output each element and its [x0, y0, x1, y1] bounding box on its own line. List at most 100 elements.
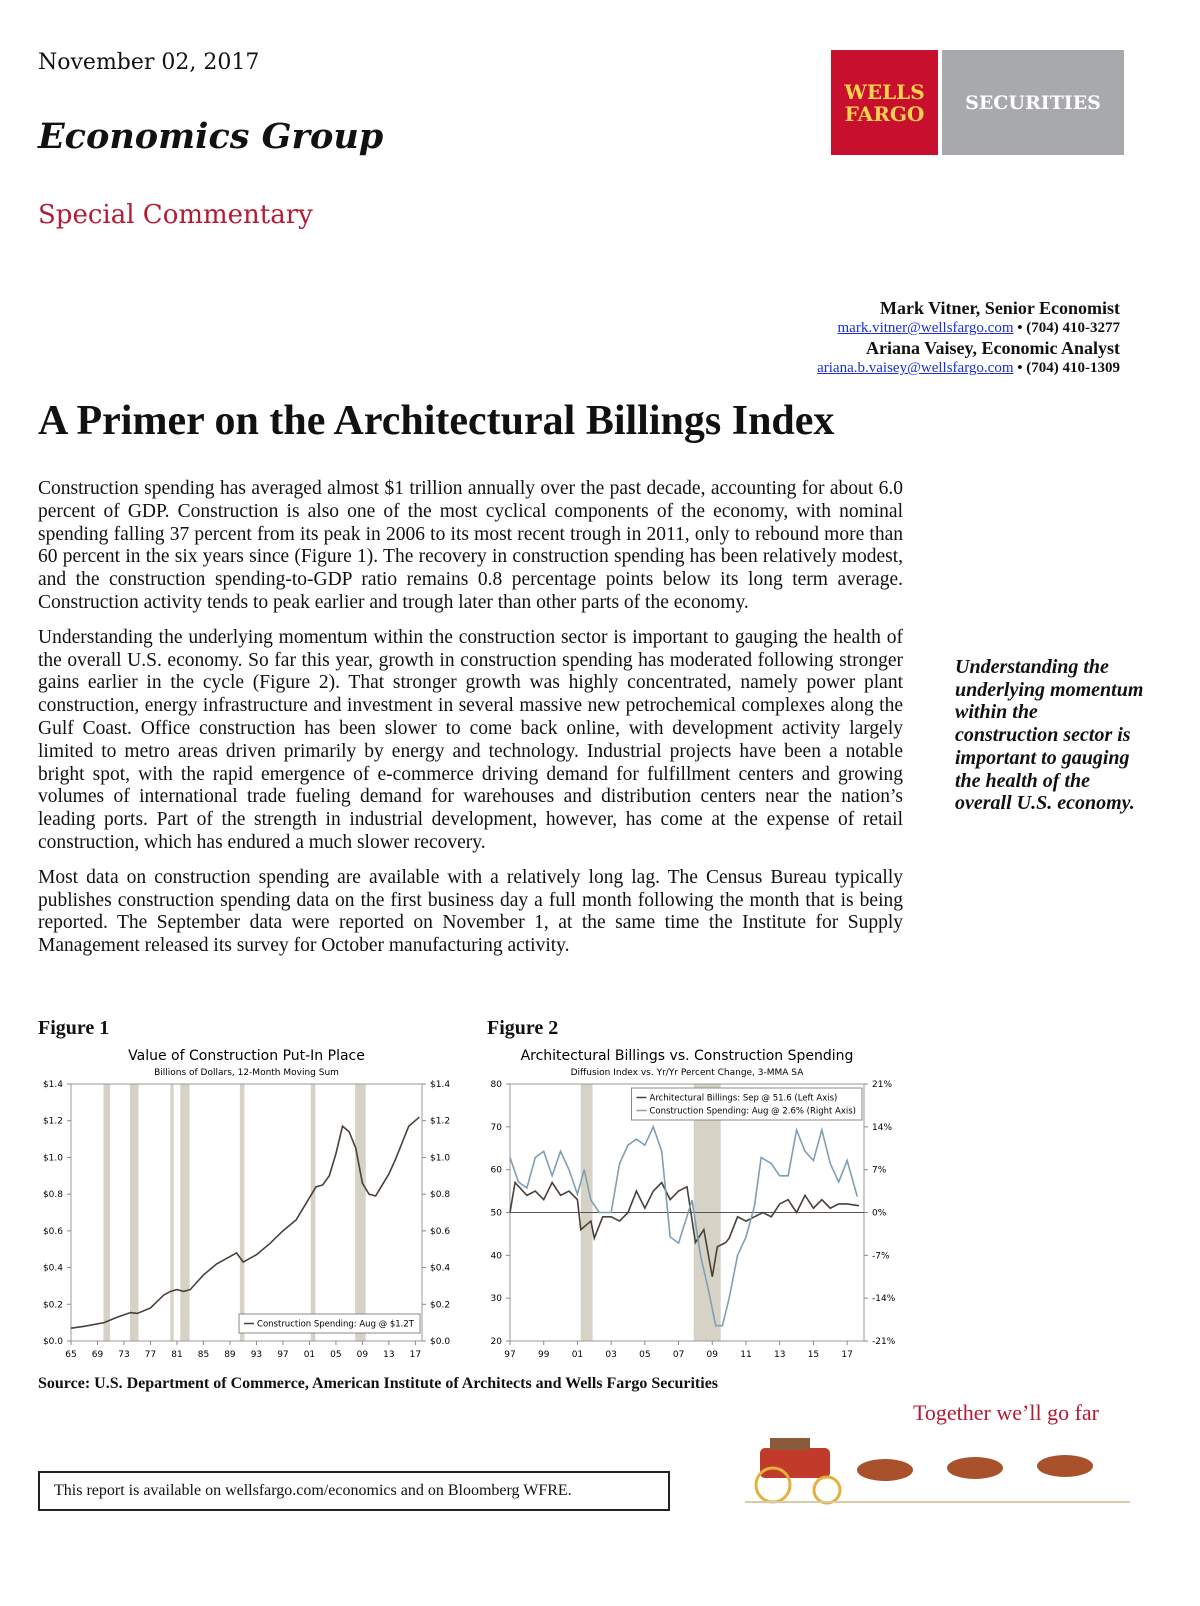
figure-2-label: Figure 2 — [487, 1017, 559, 1039]
wells-fargo-logo-box: WELLS FARGO — [831, 50, 938, 155]
tagline: Together we’ll go far — [913, 1400, 1099, 1425]
y2-tick-label: -7% — [872, 1251, 890, 1261]
legend-entry: Architectural Billings: Sep @ 51.6 (Left… — [650, 1094, 838, 1104]
report-date: November 02, 2017 — [38, 50, 260, 75]
x-tick-label: 13 — [383, 1350, 394, 1360]
author-email-link[interactable]: mark.vitner@wellsfargo.com — [837, 320, 1014, 336]
x-tick-label: 09 — [357, 1350, 369, 1360]
figure-2-chart: Architectural Billings vs. Construction … — [491, 1048, 896, 1360]
x-tick-label: 73 — [118, 1350, 129, 1360]
recession-bar — [129, 1084, 139, 1341]
y2-tick-label: -21% — [872, 1337, 896, 1347]
y2-tick-label: 14% — [872, 1123, 892, 1133]
y-tick-label: $0.8 — [43, 1190, 63, 1200]
series-line — [509, 1124, 859, 1327]
report-type: Special Commentary — [38, 200, 313, 230]
figure-1-chart: Value of Construction Put-In Place Billio… — [43, 1048, 450, 1360]
series-line — [509, 1180, 860, 1277]
legend-entry: Construction Spending: Aug @ 2.6% (Right… — [650, 1107, 857, 1117]
paragraph: Construction spending has averaged almos… — [38, 478, 903, 613]
y2-tick-label: $1.4 — [430, 1080, 450, 1090]
recession-bar — [170, 1084, 174, 1341]
stagecoach-image — [745, 1438, 1130, 1505]
chart-title: Value of Construction Put-In Place — [128, 1048, 365, 1064]
y2-tick-label: 0% — [872, 1209, 887, 1219]
x-tick-label: 03 — [605, 1350, 616, 1360]
legend-box — [238, 1313, 421, 1334]
logo-line2: FARGO — [844, 101, 925, 126]
author-phone: • (704) 410-1309 — [1013, 360, 1120, 376]
recession-bar — [239, 1084, 245, 1341]
y-tick-label: 50 — [491, 1209, 503, 1219]
legend-entry: Construction Spending: Aug @ $1.2T — [257, 1320, 415, 1330]
figure-1-label: Figure 1 — [38, 1017, 110, 1039]
x-tick-label: 13 — [774, 1350, 785, 1360]
recession-bar — [355, 1084, 366, 1341]
y-tick-label: $1.4 — [43, 1080, 63, 1090]
chart-subtitle: Diffusion Index vs. Yr/Yr Percent Change… — [571, 1068, 805, 1078]
chart-title: Architectural Billings vs. Construction … — [521, 1048, 854, 1064]
paragraph: Understanding the underlying momentum wi… — [38, 626, 903, 853]
y-tick-label: 70 — [491, 1123, 503, 1133]
wells-fargo-securities-logo: WELLS FARGO SECURITIES — [831, 50, 1124, 155]
report-title: A Primer on the Architectural Billings I… — [38, 398, 835, 444]
x-tick-label: 69 — [92, 1350, 104, 1360]
y-tick-label: 60 — [491, 1166, 503, 1176]
author-name: Ariana Vaisey, Economic Analyst — [865, 338, 1120, 358]
y2-tick-label: $1.0 — [430, 1153, 450, 1163]
y-tick-label: $1.2 — [43, 1117, 63, 1127]
author-name: Mark Vitner, Senior Economist — [879, 298, 1120, 318]
availability-notice: This report is available on wellsfargo.c… — [38, 1471, 670, 1511]
author-email-link[interactable]: ariana.b.vaisey@wellsfargo.com — [817, 360, 1014, 376]
y2-tick-label: $0.4 — [430, 1264, 450, 1274]
y-tick-label: 40 — [491, 1251, 503, 1261]
y2-tick-label: $0.8 — [430, 1190, 450, 1200]
y-tick-label: 80 — [491, 1080, 503, 1090]
x-tick-label: 05 — [330, 1350, 341, 1360]
y2-tick-label: $0.0 — [430, 1337, 450, 1347]
logo-line1: WELLS — [844, 79, 925, 104]
body-text: Construction spending has averaged almos… — [38, 478, 903, 970]
x-tick-label: 15 — [808, 1350, 819, 1360]
x-tick-label: 09 — [707, 1350, 719, 1360]
x-tick-label: 85 — [198, 1350, 209, 1360]
legend-box — [631, 1087, 863, 1121]
x-tick-label: 17 — [410, 1350, 421, 1360]
y-tick-label: $0.6 — [43, 1227, 63, 1237]
x-tick-label: 01 — [572, 1350, 583, 1360]
y-tick-label: $0.4 — [43, 1264, 63, 1274]
author-phone: • (704) 410-3277 — [1013, 320, 1120, 336]
securities-logo-box: SECURITIES — [942, 50, 1124, 155]
y-tick-label: $0.2 — [43, 1300, 63, 1310]
x-tick-label: 81 — [171, 1350, 182, 1360]
pull-quote: Understanding the underlying momentum wi… — [955, 656, 1144, 815]
y2-tick-label: $1.2 — [430, 1117, 450, 1127]
x-tick-label: 11 — [740, 1350, 751, 1360]
y2-tick-label: 21% — [872, 1080, 892, 1090]
x-tick-label: 01 — [304, 1350, 315, 1360]
series-line — [70, 1116, 420, 1329]
x-tick-label: 77 — [145, 1350, 156, 1360]
x-tick-label: 89 — [224, 1350, 236, 1360]
x-tick-label: 07 — [673, 1350, 684, 1360]
recession-bar — [310, 1084, 316, 1341]
recession-bar — [180, 1084, 190, 1341]
y2-tick-label: $0.2 — [430, 1300, 450, 1310]
y-tick-label: 30 — [491, 1294, 503, 1304]
y-tick-label: $1.0 — [43, 1153, 63, 1163]
chart-subtitle: Billions of Dollars, 12-Month Moving Sum — [154, 1068, 339, 1078]
y2-tick-label: 7% — [872, 1166, 887, 1176]
x-tick-label: 65 — [65, 1350, 76, 1360]
x-tick-label: 05 — [639, 1350, 650, 1360]
source-note: Source: U.S. Department of Commerce, Ame… — [38, 1375, 719, 1392]
y-tick-label: 20 — [491, 1337, 503, 1347]
recession-bar — [103, 1084, 111, 1341]
y-tick-label: $0.0 — [43, 1337, 63, 1347]
paragraph: Most data on construction spending are a… — [38, 866, 903, 957]
y2-tick-label: -14% — [872, 1294, 896, 1304]
x-tick-label: 97 — [277, 1350, 288, 1360]
x-tick-label: 99 — [538, 1350, 550, 1360]
x-tick-label: 93 — [251, 1350, 262, 1360]
x-tick-label: 97 — [504, 1350, 515, 1360]
